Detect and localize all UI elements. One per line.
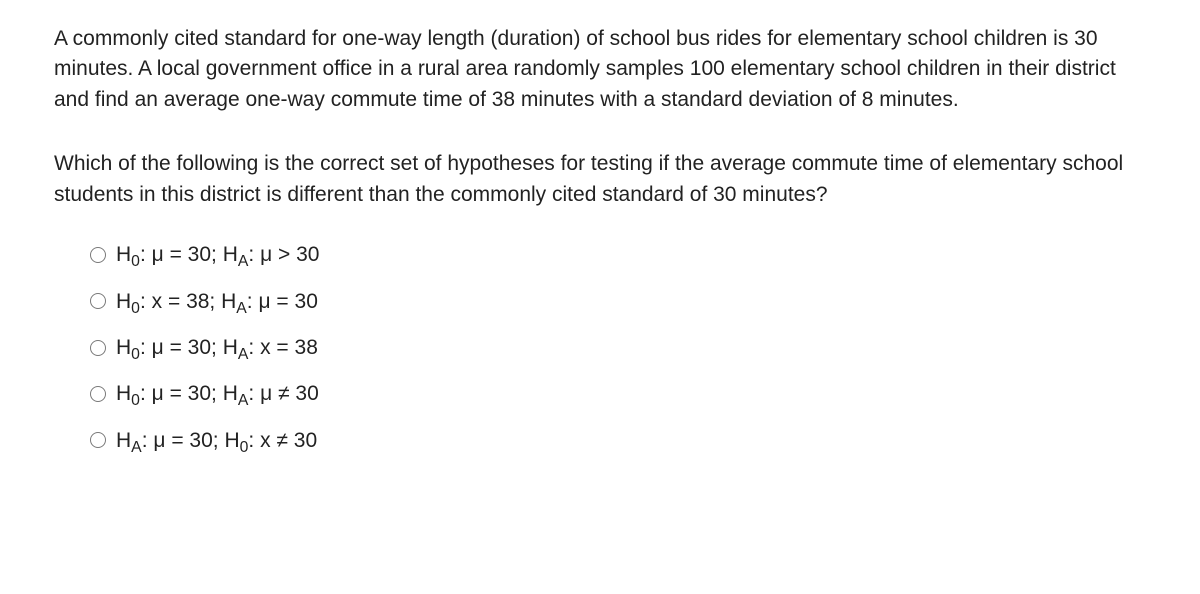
option-4[interactable]: H0: μ = 30; HA: μ ≠ 30 xyxy=(90,379,1146,408)
option-4-label: H0: μ = 30; HA: μ ≠ 30 xyxy=(116,379,319,408)
option-1[interactable]: H0: μ = 30; HA: μ > 30 xyxy=(90,240,1146,269)
option-5[interactable]: HA: μ = 30; H0: x ≠ 30 xyxy=(90,426,1146,455)
options-list: H0: μ = 30; HA: μ > 30 H0: x = 38; HA: μ… xyxy=(54,240,1146,455)
radio-icon xyxy=(90,293,106,309)
option-2-label: H0: x = 38; HA: μ = 30 xyxy=(116,287,318,316)
problem-statement: A commonly cited standard for one-way le… xyxy=(54,24,1146,115)
question-page: A commonly cited standard for one-way le… xyxy=(0,0,1200,479)
radio-icon xyxy=(90,247,106,263)
radio-icon xyxy=(90,386,106,402)
option-3-label: H0: μ = 30; HA: x = 38 xyxy=(116,333,318,362)
radio-icon xyxy=(90,340,106,356)
option-5-label: HA: μ = 30; H0: x ≠ 30 xyxy=(116,426,317,455)
question-prompt: Which of the following is the correct se… xyxy=(54,149,1146,210)
radio-icon xyxy=(90,432,106,448)
option-2[interactable]: H0: x = 38; HA: μ = 30 xyxy=(90,287,1146,316)
option-3[interactable]: H0: μ = 30; HA: x = 38 xyxy=(90,333,1146,362)
option-1-label: H0: μ = 30; HA: μ > 30 xyxy=(116,240,319,269)
